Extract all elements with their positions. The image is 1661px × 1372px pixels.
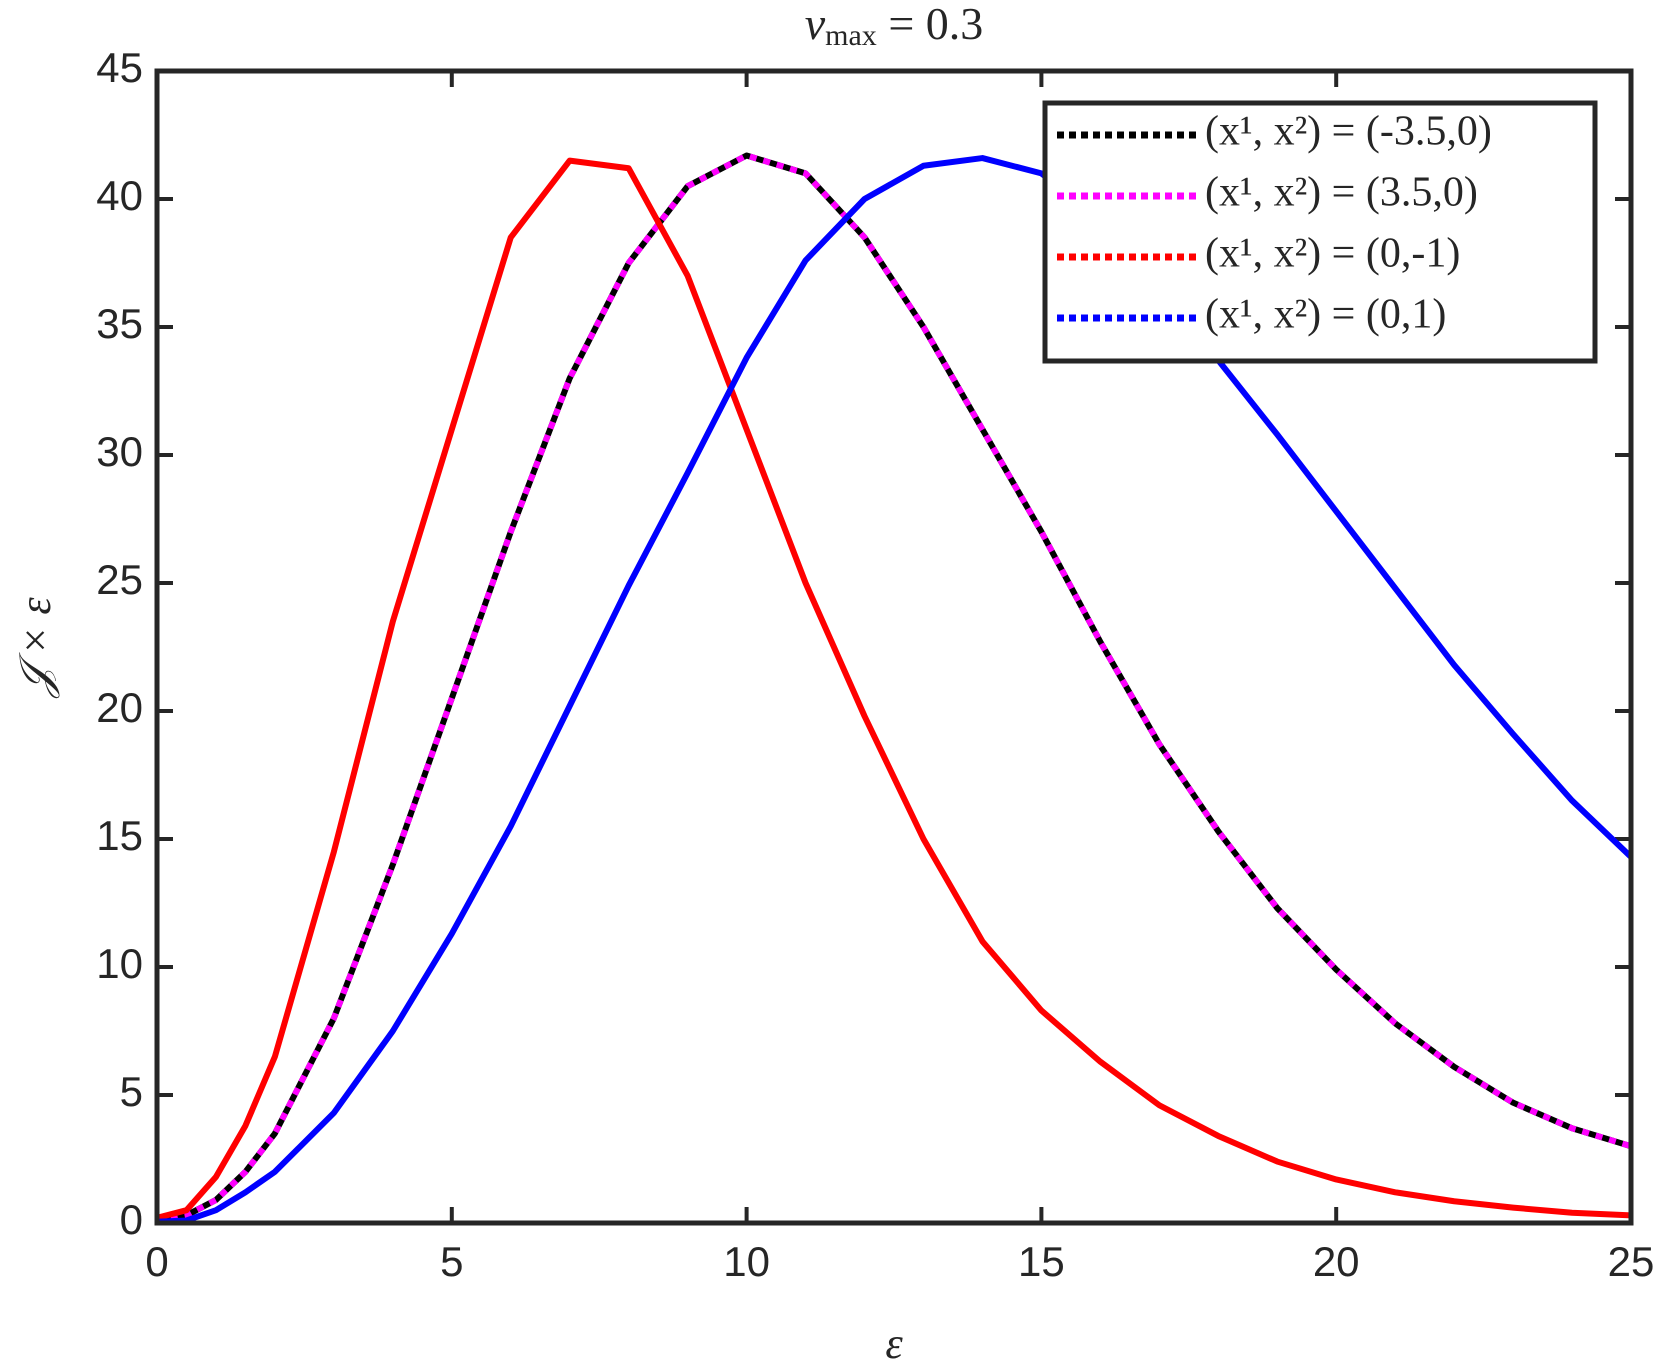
x-tick-label: 25 (1608, 1238, 1655, 1285)
legend-label: (x¹, x²) = (3.5,0) (1205, 170, 1478, 216)
y-tick-label: 40 (96, 172, 143, 219)
x-tick-label: 20 (1313, 1238, 1360, 1285)
title-symbol: v (805, 0, 826, 49)
x-tick-label: 15 (1018, 1238, 1065, 1285)
y-tick-label: 15 (96, 812, 143, 859)
legend: (x¹, x²) = (-3.5,0) (x¹, x²) = (3.5,0) (x¹… (1042, 100, 1598, 364)
title-rest: = 0.3 (877, 0, 983, 49)
x-axis-label: ε (885, 1319, 903, 1368)
x-tick-label: 5 (440, 1238, 463, 1285)
plot-frame (154, 68, 1634, 1226)
y-tick-label: 20 (96, 684, 143, 731)
y-tick-label: 25 (96, 556, 143, 603)
x-tick-label: 0 (145, 1238, 168, 1285)
y-tick-label: 0 (120, 1196, 143, 1243)
y-axis-label: 𝒥 × ε (11, 597, 60, 699)
title-subscript: max (825, 19, 877, 52)
legend-box (1042, 100, 1598, 364)
x-tick-label: 10 (723, 1238, 770, 1285)
series-line (157, 155, 1631, 1223)
y-tick-label: 35 (96, 300, 143, 347)
legend-label: (x¹, x²) = (0,-1) (1205, 231, 1460, 277)
y-tick-label: 5 (120, 1068, 143, 1115)
series-line (157, 157, 1631, 1221)
chart-title: vmax = 0.3 (805, 0, 984, 52)
y-tick-label: 45 (96, 44, 143, 91)
y-tick-label: 10 (96, 940, 143, 987)
series-line (157, 152, 1631, 1223)
legend-label: (x¹, x²) = (0,1) (1205, 292, 1446, 338)
legend-label: (x¹, x²) = (-3.5,0) (1205, 109, 1492, 155)
y-tick-label: 30 (96, 428, 143, 475)
